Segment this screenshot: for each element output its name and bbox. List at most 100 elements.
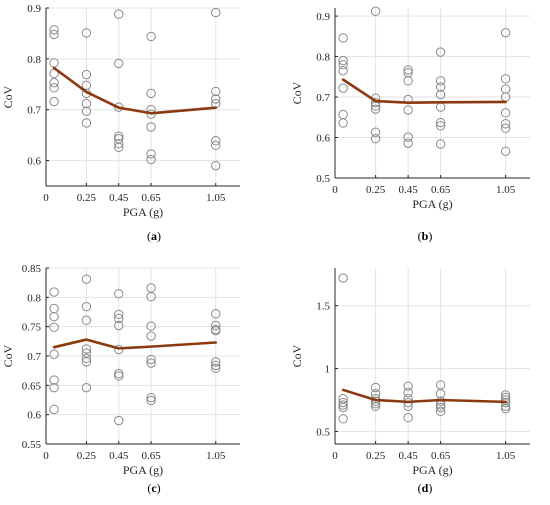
- y-tick-label: 0.7: [27, 351, 41, 363]
- scatter-point: [146, 31, 156, 42]
- x-axis-label: PGA (g): [123, 463, 163, 477]
- scatter-point: [49, 303, 59, 314]
- scatter-point: [338, 414, 348, 424]
- x-tick-label: 0: [332, 184, 338, 196]
- scatter-point: [403, 138, 413, 148]
- scatter-point: [49, 83, 59, 93]
- scatter-point: [81, 302, 92, 312]
- scatter-point: [114, 9, 124, 19]
- scatter-point: [114, 131, 124, 141]
- scatter-point: [500, 404, 511, 414]
- scatter-point: [338, 402, 348, 413]
- scatter-point: [500, 74, 511, 84]
- scatter-point: [81, 106, 92, 116]
- scatter-point: [146, 354, 156, 365]
- x-tick-label: 0.65: [141, 450, 161, 462]
- scatter-point: [338, 66, 348, 76]
- x-tick-label: 1.05: [206, 192, 226, 204]
- x-tick-label: 0.25: [77, 450, 97, 462]
- scatter-point: [146, 149, 156, 159]
- x-tick-label: 0: [43, 450, 49, 462]
- scatter-point: [370, 104, 381, 114]
- x-tick-label: 0: [332, 450, 338, 462]
- y-tick-label: 0.5: [316, 173, 330, 185]
- scatter-point: [114, 344, 124, 355]
- scatter-point: [114, 368, 124, 379]
- scatter-point: [81, 118, 92, 128]
- y-tick-label: 0.7: [27, 105, 41, 117]
- scatter-point: [146, 358, 156, 368]
- scatter-point: [435, 117, 446, 128]
- scatter-point: [146, 395, 156, 406]
- mean-trend-line: [341, 388, 507, 404]
- scatter-point: [146, 109, 156, 119]
- x-axis-label: PGA (g): [123, 205, 163, 219]
- scatter-point: [49, 25, 59, 35]
- scatter-point: [403, 412, 413, 423]
- scatter-point: [338, 59, 348, 70]
- x-tick-label: 0.25: [77, 192, 97, 204]
- scatter-point: [49, 382, 59, 393]
- panel-caption: (a): [147, 229, 161, 243]
- panel-caption: (b): [418, 229, 433, 243]
- caption-letter: a: [151, 229, 157, 243]
- caption-open-paren: (: [418, 229, 422, 243]
- scatter-point: [403, 132, 413, 142]
- scatter-point: [211, 309, 221, 319]
- scatter-point: [114, 139, 124, 149]
- scatter-point: [211, 140, 221, 151]
- scatter-point: [146, 88, 156, 99]
- caption-open-paren: (: [418, 481, 422, 495]
- scatter-point: [114, 58, 124, 69]
- scatter-point: [49, 311, 59, 322]
- x-axis-label: PGA (g): [412, 463, 452, 477]
- y-axis-label: CoV: [290, 344, 304, 367]
- scatter-point: [370, 127, 381, 137]
- scatter-point: [81, 28, 92, 38]
- scatter-point: [49, 287, 59, 297]
- scatter-point: [81, 382, 92, 393]
- scatter-point: [114, 289, 124, 299]
- caption-letter: c: [151, 481, 157, 495]
- chart-panel-b: 0 0.25 0.45 0.65 1.05 0.5 0.6 0.7 0.8 0.9 PGA (g) C…: [290, 6, 530, 243]
- y-tick-label: 1: [325, 364, 331, 376]
- scatter-point: [435, 82, 446, 92]
- caption-close-paren: ): [157, 481, 161, 495]
- y-tick-label: 0.55: [22, 439, 42, 451]
- y-tick-label: 0.9: [316, 11, 330, 23]
- caption-close-paren: ): [157, 229, 161, 243]
- scatter-point: [146, 154, 156, 165]
- x-tick-label: 0.45: [399, 184, 419, 196]
- scatter-point: [49, 29, 59, 40]
- scatter-point: [49, 322, 59, 332]
- scatter-point: [403, 76, 413, 86]
- scatter-point: [146, 392, 156, 403]
- scatter-point: [211, 360, 221, 371]
- scatter-point: [338, 118, 348, 128]
- scatter-point: [403, 387, 413, 398]
- y-tick-label: 0.85: [22, 263, 42, 275]
- scatter-point: [146, 122, 156, 132]
- scatter-point: [435, 76, 446, 86]
- scatter-point: [500, 390, 511, 400]
- x-tick-label: 1.05: [206, 450, 226, 462]
- x-tick-label: 0.45: [109, 450, 129, 462]
- caption-open-paren: (: [147, 229, 151, 243]
- scatter-point: [338, 273, 348, 283]
- x-tick-label: 0.65: [431, 450, 451, 462]
- scatter-point: [500, 146, 511, 156]
- scatter-point: [338, 400, 348, 410]
- scatter-point: [114, 320, 124, 331]
- chart-panel-c: 0 0.25 0.45 0.65 1.05 0.55 0.6 0.65 0.7 0.75 0.8 0.…: [1, 263, 240, 495]
- scatter-point: [435, 406, 446, 417]
- x-tick-label: 0.25: [366, 184, 386, 196]
- scatter-point: [403, 65, 413, 75]
- caption-open-paren: (: [147, 481, 151, 495]
- scatter-point: [49, 404, 59, 415]
- scatter-point: [146, 321, 156, 331]
- scatter-point: [338, 109, 348, 120]
- scatter-point: [114, 313, 124, 324]
- scatter-point: [49, 58, 59, 68]
- y-axis-label: CoV: [1, 344, 15, 367]
